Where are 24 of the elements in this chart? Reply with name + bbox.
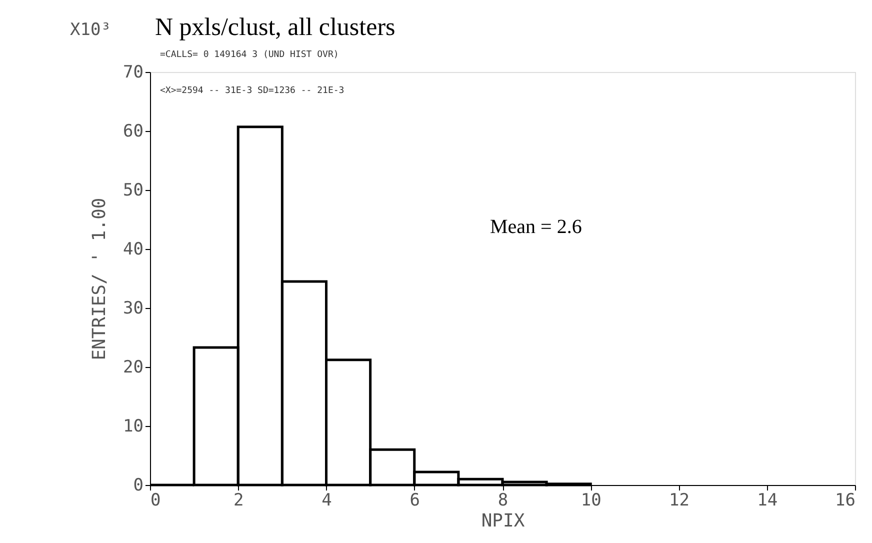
x-tick-label: 16 xyxy=(835,490,856,510)
x-axis-title: NPIX xyxy=(481,510,525,532)
x-tick-label: 0 xyxy=(150,490,161,510)
chart-title: N pxls/clust, all clusters xyxy=(155,14,396,41)
y-tick-label: 20 xyxy=(123,358,144,378)
y-tick-label: 30 xyxy=(123,298,144,318)
text: X10³ xyxy=(70,20,111,40)
x-tick-label: 4 xyxy=(322,490,332,510)
x-tick-label: 8 xyxy=(498,490,508,510)
y-tick-label: 0 xyxy=(133,476,144,496)
y-tick-label: 60 xyxy=(123,122,144,142)
x-tick-label: 10 xyxy=(580,490,602,510)
x-tick-label: 14 xyxy=(757,490,778,510)
x-tick-label: 2 xyxy=(234,490,244,510)
x-tick-label: 6 xyxy=(410,490,420,510)
y-tick-label: 40 xyxy=(123,240,144,260)
y-axis-title: ENTRIES/ ' 1.00 xyxy=(89,198,110,360)
x-tick-label: 12 xyxy=(669,490,690,510)
annotation: Mean = 2.6 xyxy=(490,216,582,238)
y-tick-label: 70 xyxy=(123,62,144,82)
text: =CALLS= 0 149164 3 (UND HIST OVR) xyxy=(160,50,339,60)
annotation: <X>=2594 -- 31E-3 SD=1236 -- 21E-3 xyxy=(160,86,344,96)
y-tick-label: 50 xyxy=(123,180,144,200)
y-tick-label: 10 xyxy=(123,416,144,436)
